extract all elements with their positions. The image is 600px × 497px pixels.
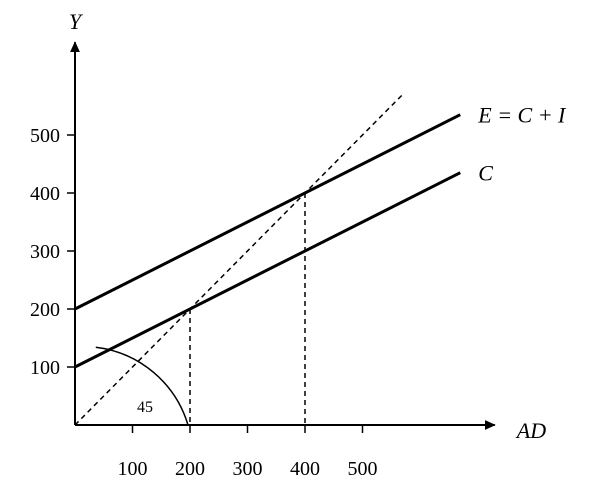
y-axis-title: Y — [69, 9, 84, 34]
line-45-degree — [74, 93, 404, 426]
x-tick-label: 100 — [118, 458, 148, 480]
x-axis-title: AD — [515, 418, 546, 443]
x-tick-label: 500 — [348, 458, 378, 480]
series-label-e: E = C + I — [477, 103, 567, 128]
x-ticks: 100 200 300 400 500 — [118, 425, 378, 480]
line-e-c-plus-i — [74, 113, 461, 311]
series-label-c: C — [478, 161, 493, 186]
line-c — [74, 171, 461, 369]
y-tick-label: 300 — [30, 241, 60, 263]
x-tick-label: 300 — [233, 458, 263, 480]
reference-lines — [189, 193, 306, 425]
y-tick-label: 100 — [30, 357, 60, 379]
y-tick-label: 400 — [30, 183, 60, 205]
y-tick-label: 500 — [30, 125, 60, 147]
angle-arc — [95, 346, 189, 426]
series-group — [74, 93, 461, 426]
y-tick-label: 200 — [30, 299, 60, 321]
angle-label: 45 — [137, 399, 153, 416]
x-tick-label: 400 — [290, 458, 320, 480]
y-ticks: 100 200 300 400 500 — [30, 125, 75, 379]
x-tick-label: 200 — [175, 458, 205, 480]
